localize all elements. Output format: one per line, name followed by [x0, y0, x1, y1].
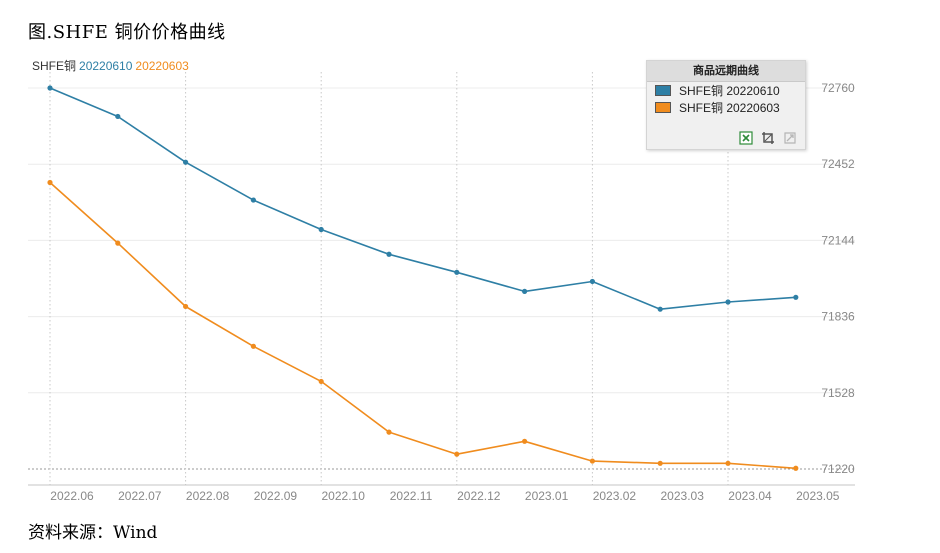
x-tick-label: 2023.01: [525, 489, 569, 503]
y-tick-label: 72144: [821, 233, 855, 247]
series-header-prefix: SHFE铜: [32, 59, 77, 73]
data-point-series-b[interactable]: [793, 465, 799, 471]
data-point-series-b[interactable]: [250, 343, 256, 349]
x-tick-label: 2022.07: [118, 489, 162, 503]
x-tick-label: 2022.10: [322, 489, 366, 503]
legend-title: 商品远期曲线: [647, 61, 805, 82]
data-point-series-b[interactable]: [589, 458, 596, 464]
disabled-tool-icon[interactable]: [783, 131, 797, 145]
y-tick-label: 71836: [821, 310, 855, 324]
data-point-series-b[interactable]: [657, 460, 663, 466]
data-point-series-a[interactable]: [793, 294, 799, 300]
y-tick-label: 72760: [821, 81, 855, 95]
x-tick-label: 2022.12: [457, 489, 501, 503]
line-series-b[interactable]: [49, 181, 796, 470]
data-point-series-a[interactable]: [183, 159, 189, 165]
data-point-series-a[interactable]: [725, 299, 731, 305]
x-tick-label: 2023.04: [728, 489, 772, 503]
data-point-series-b[interactable]: [386, 429, 392, 435]
data-point-series-a[interactable]: [386, 251, 392, 257]
data-point-series-a[interactable]: [522, 288, 528, 294]
data-point-series-b[interactable]: [115, 240, 121, 246]
data-point-series-a[interactable]: [115, 113, 121, 120]
legend-label-series-b: SHFE铜 20220603: [679, 101, 780, 115]
x-tick-label: 2023.03: [661, 489, 705, 503]
x-tick-label: 2023.05: [796, 489, 840, 503]
x-tick-label: 2022.06: [50, 489, 94, 503]
x-tick-label: 2022.11: [390, 489, 433, 503]
series-header-series-b: 20220603: [135, 59, 189, 73]
excel-export-icon[interactable]: [739, 131, 753, 145]
legend-label-series-a: SHFE铜 20220610: [679, 84, 780, 98]
series-header-series-a: 20220610: [79, 59, 133, 73]
x-tick-label: 2022.08: [186, 489, 230, 503]
legend-swatch-series-a: [655, 85, 671, 96]
y-tick-label: 72452: [821, 157, 855, 171]
line-series-a[interactable]: [49, 87, 796, 311]
series-header: SHFE铜 20220610 20220603: [32, 57, 189, 74]
legend-item-series-a[interactable]: SHFE铜 20220610: [655, 82, 805, 99]
legend-item-series-b[interactable]: SHFE铜 20220603: [655, 99, 805, 116]
legend-toolbar: [739, 131, 797, 145]
legend-panel[interactable]: 商品远期曲线 SHFE铜 20220610 SHFE铜 20220603: [646, 60, 806, 150]
data-point-series-a[interactable]: [318, 226, 324, 233]
data-point-series-a[interactable]: [454, 269, 460, 275]
x-tick-label: 2022.09: [254, 489, 298, 503]
data-point-series-a[interactable]: [47, 85, 53, 91]
data-point-series-a[interactable]: [589, 278, 596, 285]
data-point-series-b[interactable]: [522, 438, 528, 444]
data-point-series-b[interactable]: [183, 303, 189, 310]
data-point-series-b[interactable]: [725, 460, 731, 466]
y-tick-label: 71220: [821, 462, 855, 476]
crop-icon[interactable]: [761, 131, 775, 145]
data-point-series-a[interactable]: [250, 197, 256, 203]
source-note: 资料来源：Wind: [28, 523, 158, 543]
data-point-series-b[interactable]: [318, 378, 324, 385]
data-point-series-b[interactable]: [454, 451, 460, 457]
legend-swatch-series-b: [655, 102, 671, 113]
data-point-series-a[interactable]: [657, 306, 663, 312]
x-tick-label: 2023.02: [593, 489, 637, 503]
y-tick-label: 71528: [821, 386, 855, 400]
data-point-series-b[interactable]: [47, 179, 53, 186]
figure-title: 图.SHFE 铜价价格曲线: [28, 22, 226, 43]
